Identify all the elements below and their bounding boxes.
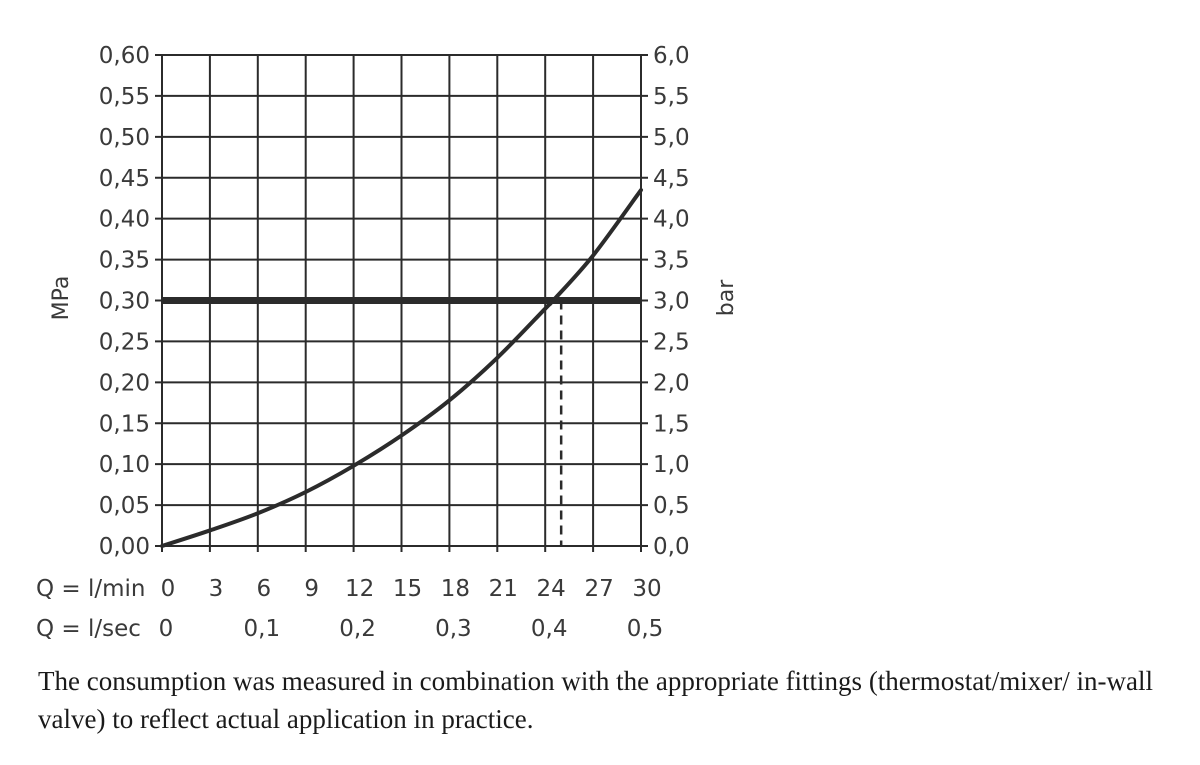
x2-tick-label: 0,1 [244, 616, 281, 642]
y-tick-label-right: 3,5 [653, 248, 690, 274]
y-tick-label-left: 0,35 [99, 248, 150, 274]
caption-text: The consumption was measured in combinat… [38, 666, 1153, 734]
series-group [160, 188, 643, 548]
x-tick-label: 15 [393, 576, 422, 602]
x2-tick-label: 0 [159, 616, 174, 642]
y-tick-label-right: 4,0 [653, 207, 690, 233]
y-tick-label-right: 0,0 [653, 534, 690, 560]
x2-tick-label: 0,3 [435, 616, 472, 642]
x-tick-label: 21 [489, 576, 518, 602]
x-tick-label: 24 [537, 576, 566, 602]
y-tick-label-right: 1,0 [653, 452, 690, 478]
x2-tick-label: 0,4 [531, 616, 568, 642]
y-tick-label-left: 0,50 [99, 125, 150, 151]
y-tick-label-left: 0,15 [99, 411, 150, 437]
x2-tick-label: 0,2 [339, 616, 376, 642]
reference-line-group [162, 297, 641, 546]
x-tick-label: 3 [209, 576, 224, 602]
y-tick-label-left: 0,10 [99, 452, 150, 478]
y-tick-label-left: 0,20 [99, 370, 150, 396]
y-tick-label-right: 2,5 [653, 329, 690, 355]
x2-axis-unit-label: Q = l/sec [36, 616, 141, 642]
x-tick-label: 18 [441, 576, 470, 602]
x-tick-label: 27 [584, 576, 613, 602]
y-tick-label-right: 4,5 [653, 166, 690, 192]
pressure-flow-chart: 0,000,050,100,150,200,250,300,350,400,45… [36, 43, 739, 642]
y-tick-label-left: 0,25 [99, 329, 150, 355]
x-tick-label: 0 [161, 576, 176, 602]
x-tick-label: 30 [632, 576, 661, 602]
x2-tick-label: 0,5 [627, 616, 664, 642]
y-tick-label-left: 0,60 [99, 43, 150, 69]
y-tick-label-left: 0,40 [99, 207, 150, 233]
y-tick-label-right: 3,0 [653, 289, 690, 315]
y-tick-label-left: 0,00 [99, 534, 150, 560]
y-tick-label-left: 0,55 [99, 84, 150, 110]
y-tick-label-left: 0,45 [99, 166, 150, 192]
y-tick-label-left: 0,30 [99, 289, 150, 315]
y-tick-label-right: 6,0 [653, 43, 690, 69]
tick-label-group: 0,000,050,100,150,200,250,300,350,400,45… [99, 43, 690, 642]
y-tick-label-right: 1,5 [653, 411, 690, 437]
y-axis-title-left: MPa [49, 276, 74, 321]
x-tick-label: 9 [304, 576, 319, 602]
y-tick-label-right: 5,0 [653, 125, 690, 151]
x-axis-unit-label: Q = l/min [36, 576, 146, 602]
y-axis-title-right: bar [714, 279, 739, 316]
y-tick-label-left: 0,05 [99, 493, 150, 519]
x-tick-label: 6 [256, 576, 271, 602]
series-line [160, 188, 643, 548]
y-tick-label-right: 5,5 [653, 84, 690, 110]
y-tick-label-right: 0,5 [653, 493, 690, 519]
y-tick-label-right: 2,0 [653, 370, 690, 396]
x-tick-label: 12 [345, 576, 374, 602]
